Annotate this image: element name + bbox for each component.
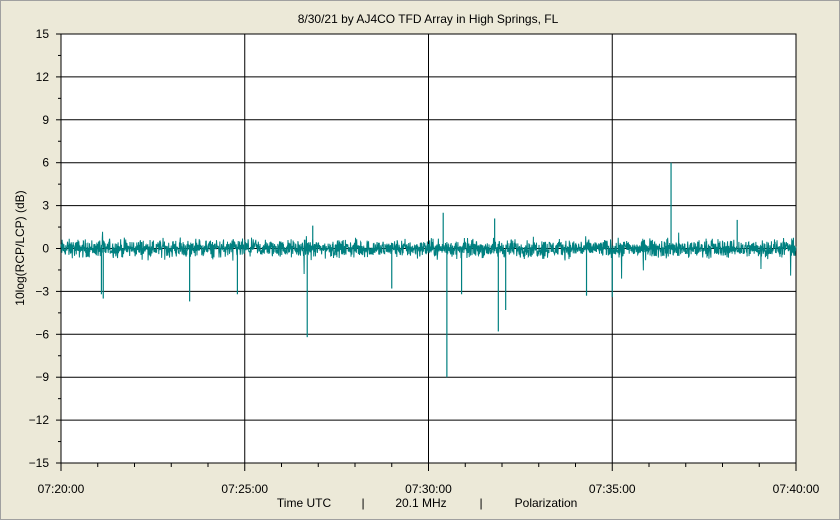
x-tick-label: 07:20:00 (38, 482, 85, 496)
y-tick-label: −9 (35, 370, 49, 384)
y-tick-label: −6 (35, 327, 49, 341)
y-tick-label: 0 (42, 242, 49, 256)
y-tick-label: −15 (29, 456, 50, 470)
x-axis-ticks: 07:20:00 07:25:00 07:30:00 07:35:00 07:40:00 (38, 463, 820, 496)
x-axis-label-separator-2: | (479, 496, 482, 510)
y-tick-label: −12 (29, 413, 50, 427)
y-tick-label: −3 (35, 284, 49, 298)
signal-spikes (100, 162, 738, 378)
x-tick-label: 07:35:00 (589, 482, 636, 496)
x-axis-label-time: Time UTC (277, 496, 332, 510)
y-axis-label: 10log(RCP/LCP) (dB) (13, 190, 27, 305)
x-axis-label-mode: Polarization (515, 496, 578, 510)
series-line (60, 231, 797, 279)
x-axis-label: Time UTC | 20.1 MHz | Polarization (277, 496, 577, 510)
x-tick-label: 07:25:00 (221, 482, 268, 496)
y-tick-label: 12 (36, 70, 50, 84)
y-tick-label: 3 (42, 199, 49, 213)
y-tick-label: 9 (42, 113, 49, 127)
x-axis-label-separator-1: | (361, 496, 364, 510)
x-tick-label: 07:40:00 (773, 482, 820, 496)
y-tick-label: 15 (36, 27, 50, 41)
x-axis-label-frequency: 20.1 MHz (395, 496, 446, 510)
y-tick-label: 6 (42, 156, 49, 170)
y-axis-ticks: 15 12 9 6 3 0 −3 −6 −9 −12 −15 (29, 27, 61, 470)
x-tick-label: 07:30:00 (405, 482, 452, 496)
chart-title: 8/30/21 by AJ4CO TFD Array in High Sprin… (298, 12, 559, 26)
